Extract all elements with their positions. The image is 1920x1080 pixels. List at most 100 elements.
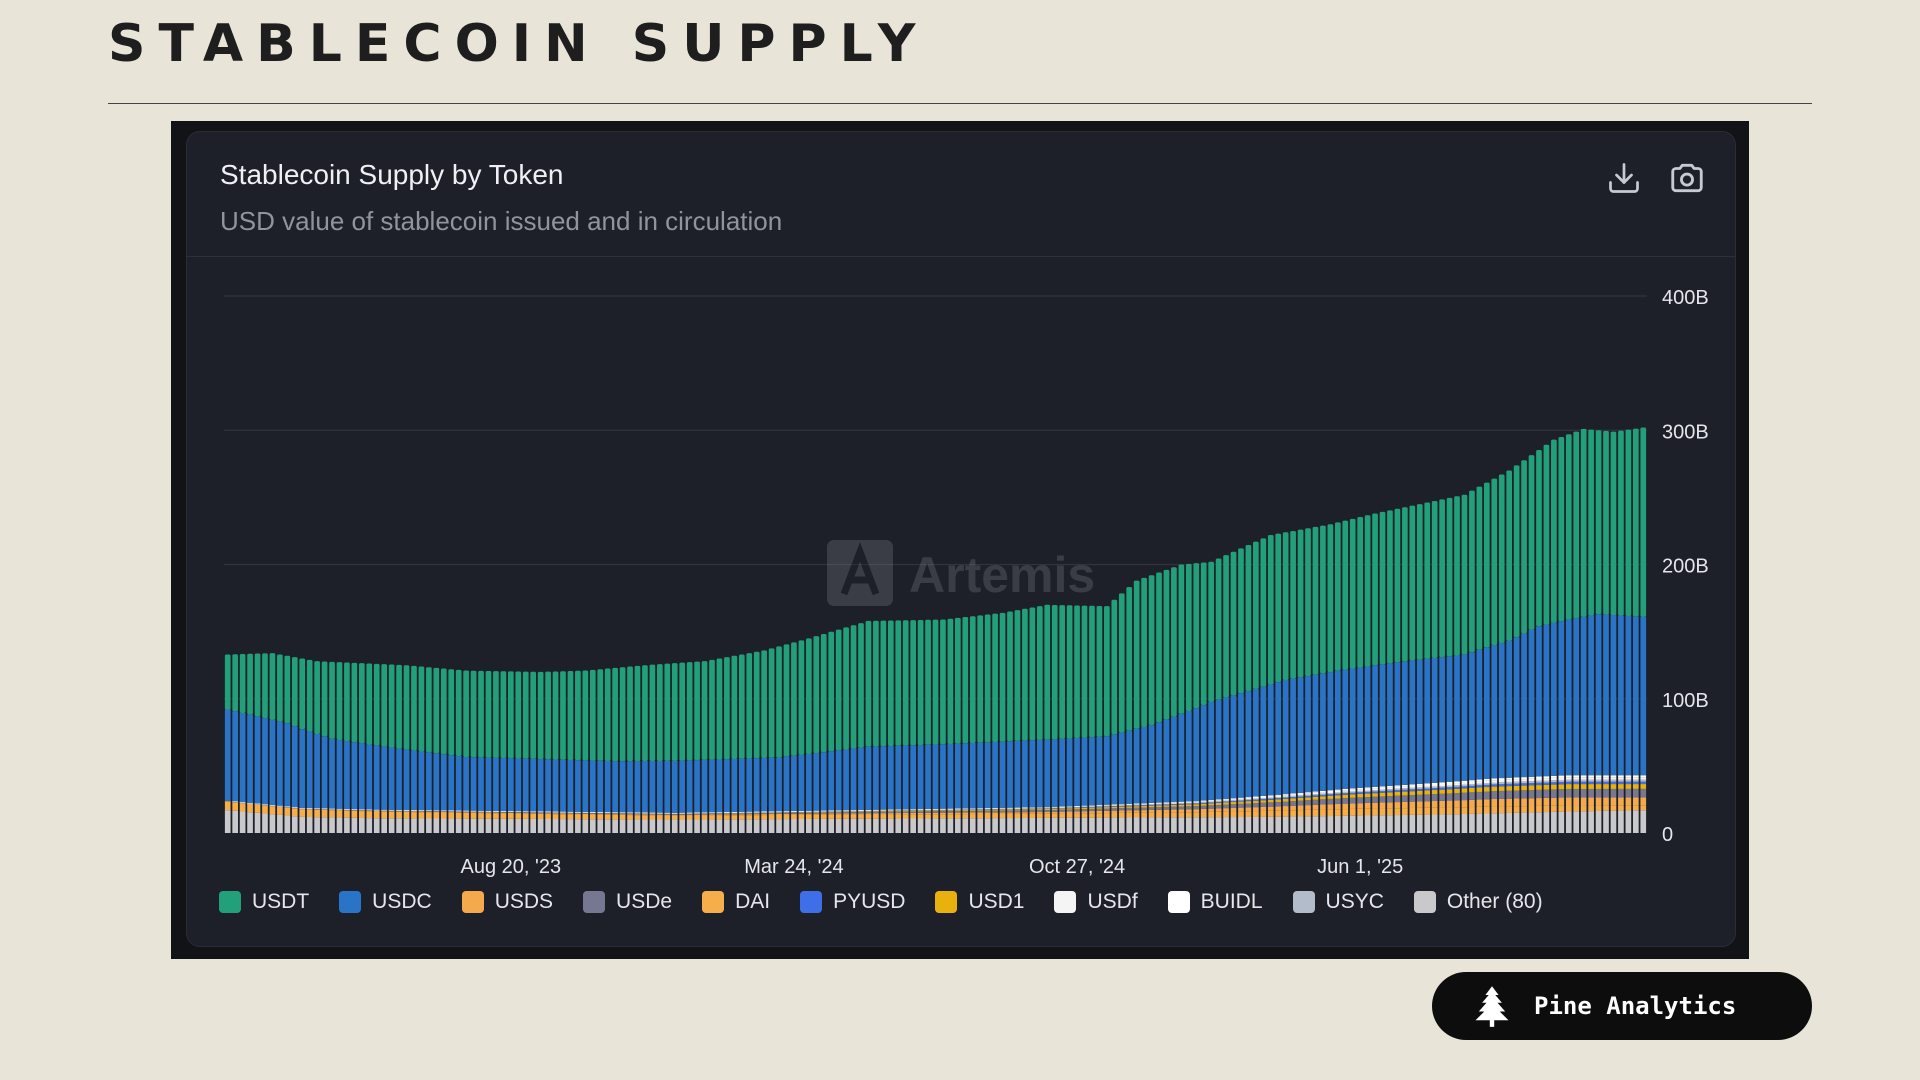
bar bbox=[1461, 494, 1468, 833]
bar-segment-dai bbox=[224, 801, 231, 811]
bar-segment-usd1 bbox=[1208, 803, 1214, 806]
bar-segment-usdc bbox=[1476, 649, 1483, 780]
bar-segment-usdc bbox=[738, 758, 745, 812]
bar-segment-buidl bbox=[418, 810, 425, 811]
legend-item-usyc[interactable]: USYC bbox=[1292, 890, 1384, 914]
bar-segment-dai bbox=[1185, 812, 1192, 818]
bar-segment-other-80 bbox=[1238, 817, 1244, 833]
bar-segment-usds bbox=[515, 812, 522, 814]
legend-swatch bbox=[1292, 891, 1315, 913]
bar-segment-usds bbox=[1260, 806, 1267, 811]
brand-name: Pine Analytics bbox=[1534, 992, 1737, 1020]
bar-segment-dai bbox=[359, 811, 365, 818]
bar-segment-usdf bbox=[1618, 777, 1624, 780]
bar-segment-dai bbox=[865, 814, 872, 819]
bar-segment-usde bbox=[917, 811, 924, 813]
bar-segment-buidl bbox=[411, 810, 417, 811]
bar-segment-usde bbox=[657, 813, 663, 815]
bar-segment-dai bbox=[1230, 811, 1237, 818]
bar-segment-buidl bbox=[1014, 807, 1021, 809]
bar bbox=[843, 627, 849, 833]
bar-segment-dai bbox=[1610, 805, 1617, 811]
bar-segment-usde bbox=[1133, 807, 1140, 811]
bar-segment-pyusd bbox=[1133, 805, 1140, 807]
bar-segment-dai bbox=[955, 814, 961, 819]
bar-segment-usds bbox=[381, 811, 388, 812]
bar bbox=[1558, 436, 1565, 833]
bar-segment-usds bbox=[1267, 806, 1274, 811]
bar-segment-other-80 bbox=[1402, 814, 1408, 833]
x-tick-label: Mar 24, '24 bbox=[744, 856, 843, 878]
bar-segment-usdc bbox=[694, 760, 700, 813]
bar-segment-other-80 bbox=[679, 819, 686, 833]
bar-segment-usdc bbox=[1007, 741, 1013, 808]
bar-segment-dai bbox=[1029, 813, 1036, 818]
bar-segment-usde bbox=[1141, 807, 1147, 811]
legend-item-buidl[interactable]: BUIDL bbox=[1167, 890, 1263, 914]
bar-segment-dai bbox=[686, 815, 693, 820]
bar-segment-other-80 bbox=[1349, 815, 1356, 833]
bar-segment-buidl bbox=[1230, 798, 1237, 800]
legend-swatch bbox=[935, 891, 958, 913]
bar-segment-buidl bbox=[291, 807, 298, 808]
legend-item-usdt[interactable]: USDT bbox=[219, 890, 309, 914]
bar-segment-usdf bbox=[1565, 777, 1572, 780]
bar-segment-other-80 bbox=[791, 819, 797, 833]
bar-segment-usdt bbox=[1349, 518, 1356, 669]
legend-item-usdc[interactable]: USDC bbox=[339, 890, 432, 914]
bar-segment-usdf bbox=[1238, 798, 1244, 800]
bar-segment-usds bbox=[1044, 811, 1051, 814]
bar-segment-other-80 bbox=[835, 818, 842, 833]
bar-segment-buidl bbox=[478, 810, 484, 812]
bar-segment-buidl bbox=[1029, 807, 1036, 808]
camera-button[interactable] bbox=[1665, 156, 1709, 200]
legend-item-other-80[interactable]: Other (80) bbox=[1413, 890, 1543, 914]
bar-segment-usdt bbox=[1126, 586, 1133, 731]
bar-segment-usde bbox=[560, 812, 566, 814]
legend-item-usde[interactable]: USDe bbox=[583, 890, 672, 914]
legend-item-usdf[interactable]: USDf bbox=[1054, 890, 1138, 914]
bar-segment-buidl bbox=[1588, 775, 1594, 778]
bar-segment-usde bbox=[1200, 805, 1207, 809]
bar-segment-pyusd bbox=[1081, 807, 1088, 808]
bar-segment-other-80 bbox=[269, 814, 276, 833]
bar-segment-usdf bbox=[1178, 802, 1185, 804]
bar-segment-usd1 bbox=[1416, 790, 1423, 795]
bar-segment-usde bbox=[783, 812, 790, 814]
bar-segment-usdc bbox=[1402, 661, 1408, 785]
bar-segment-usyc bbox=[1193, 802, 1200, 804]
bar bbox=[1506, 470, 1512, 833]
bar-segment-usde bbox=[895, 811, 902, 814]
bar-segment-usdt bbox=[932, 619, 939, 745]
bar-segment-usd1 bbox=[1543, 784, 1550, 790]
bar-segment-usdc bbox=[1044, 739, 1051, 808]
bar-segment-dai bbox=[485, 813, 492, 819]
bar-segment-usdc bbox=[1394, 662, 1401, 786]
bar-segment-usds bbox=[522, 813, 529, 814]
bar-segment-usde bbox=[567, 812, 574, 814]
bar-segment-usds bbox=[820, 813, 827, 815]
bar-segment-buidl bbox=[455, 810, 462, 812]
bar-segment-usd1 bbox=[1178, 804, 1185, 807]
bar-segment-other-80 bbox=[284, 815, 291, 833]
bar-segment-usd1 bbox=[1610, 784, 1617, 789]
bar bbox=[1521, 460, 1527, 833]
bar-segment-usde bbox=[530, 812, 537, 814]
bar-segment-usde bbox=[1290, 801, 1296, 806]
bar-segment-usde bbox=[508, 812, 514, 813]
bar-segment-buidl bbox=[388, 809, 395, 811]
legend-item-usds[interactable]: USDS bbox=[461, 890, 553, 914]
legend-item-usd1[interactable]: USD1 bbox=[935, 890, 1024, 914]
bar-segment-usd1 bbox=[1580, 784, 1587, 789]
bar-segment-usds bbox=[448, 812, 455, 813]
bar-segment-buidl bbox=[582, 811, 589, 813]
bar-segment-usdf bbox=[1551, 777, 1557, 781]
bar-segment-buidl bbox=[1223, 798, 1229, 800]
legend-item-pyusd[interactable]: PYUSD bbox=[800, 890, 905, 914]
bar-segment-usdc bbox=[917, 745, 924, 810]
bar-segment-usde bbox=[277, 806, 283, 807]
bar-segment-usdc bbox=[530, 758, 537, 812]
camera-icon bbox=[1671, 163, 1703, 193]
download-button[interactable] bbox=[1602, 156, 1646, 200]
legend-item-dai[interactable]: DAI bbox=[702, 890, 770, 914]
